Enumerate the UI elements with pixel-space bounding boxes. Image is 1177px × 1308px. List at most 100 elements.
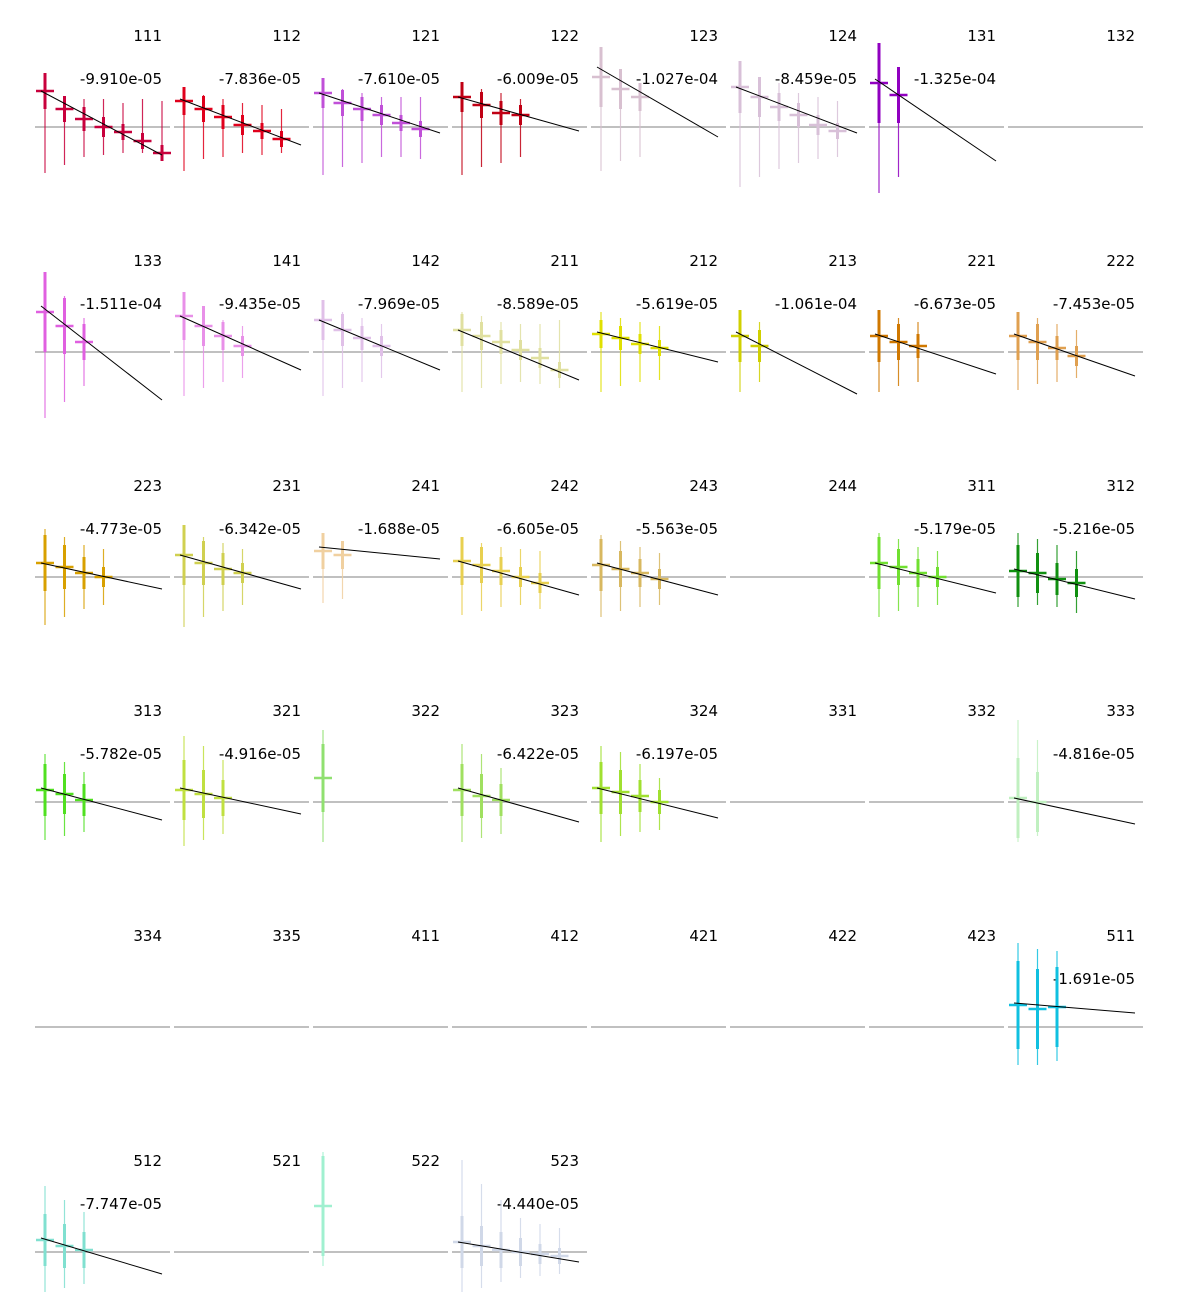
panel-label: 122 bbox=[550, 27, 579, 45]
panel-label: 335 bbox=[272, 927, 301, 945]
panel-112: 112 -7.836e-05 bbox=[174, 27, 309, 171]
slope-label: -4.816e-05 bbox=[1053, 745, 1135, 763]
panel-333: 333 -4.816e-05 bbox=[1008, 702, 1143, 842]
fit-line bbox=[596, 562, 719, 596]
fit-line bbox=[1013, 333, 1136, 377]
panel-222: 222 -7.453e-05 bbox=[1008, 252, 1143, 390]
panel-label: 512 bbox=[133, 1152, 162, 1170]
panel-312: 312 -5.216e-05 bbox=[1008, 477, 1143, 613]
fit-line bbox=[457, 329, 580, 381]
fit-line bbox=[40, 305, 163, 401]
fit-line bbox=[40, 562, 163, 590]
slope-label: -4.773e-05 bbox=[80, 520, 162, 538]
panel-321: 321 -4.916e-05 bbox=[174, 702, 309, 846]
panel-522: 522 bbox=[313, 1152, 448, 1266]
fit-line bbox=[179, 315, 302, 371]
panel-label: 423 bbox=[967, 927, 996, 945]
panel-313: 313 -5.782e-05 bbox=[35, 702, 170, 840]
panel-121: 121 -7.610e-05 bbox=[313, 27, 448, 175]
panel-512: 512 -7.747e-05 bbox=[35, 1152, 170, 1292]
fit-line bbox=[40, 90, 163, 156]
panel-212: 212 -5.619e-05 bbox=[591, 252, 726, 392]
slope-label: -5.216e-05 bbox=[1053, 520, 1135, 538]
panel-label: 422 bbox=[828, 927, 857, 945]
slope-label: -6.422e-05 bbox=[497, 745, 579, 763]
fit-line bbox=[318, 92, 441, 134]
fit-line bbox=[40, 1237, 163, 1275]
panel-label: 411 bbox=[411, 927, 440, 945]
panel-311: 311 -5.179e-05 bbox=[869, 477, 1004, 617]
panel-label: 111 bbox=[133, 27, 162, 45]
panel-label: 523 bbox=[550, 1152, 579, 1170]
panel-label: 521 bbox=[272, 1152, 301, 1170]
panel-label: 132 bbox=[1106, 27, 1135, 45]
fit-line bbox=[596, 66, 719, 138]
panel-label: 412 bbox=[550, 927, 579, 945]
panel-label: 312 bbox=[1106, 477, 1135, 495]
panel-label: 212 bbox=[689, 252, 718, 270]
fit-line bbox=[1013, 1002, 1136, 1014]
panel-511: 511 -1.691e-05 bbox=[1008, 927, 1143, 1065]
fit-line bbox=[1013, 568, 1136, 600]
slope-label: -4.440e-05 bbox=[497, 1195, 579, 1213]
panel-label: 124 bbox=[828, 27, 857, 45]
panel-label: 244 bbox=[828, 477, 857, 495]
slope-label: -4.916e-05 bbox=[219, 745, 301, 763]
panel-331: 331 bbox=[730, 702, 865, 803]
fit-line bbox=[874, 333, 997, 375]
slope-label: -9.910e-05 bbox=[80, 70, 162, 88]
panel-label: 222 bbox=[1106, 252, 1135, 270]
panel-141: 141 -9.435e-05 bbox=[174, 252, 309, 396]
panel-335: 335 bbox=[174, 927, 309, 1028]
slope-label: -9.435e-05 bbox=[219, 295, 301, 313]
panel-322: 322 bbox=[313, 702, 448, 842]
fit-line bbox=[318, 546, 441, 560]
panel-423: 423 bbox=[869, 927, 1004, 1028]
slope-label: -5.563e-05 bbox=[636, 520, 718, 538]
panel-label: 213 bbox=[828, 252, 857, 270]
panel-label: 324 bbox=[689, 702, 718, 720]
panel-label: 332 bbox=[967, 702, 996, 720]
panel-323: 323 -6.422e-05 bbox=[452, 702, 587, 842]
slope-label: -7.610e-05 bbox=[358, 70, 440, 88]
panel-111: 111 -9.910e-05 bbox=[35, 27, 171, 173]
slope-label: -6.673e-05 bbox=[914, 295, 996, 313]
panel-label: 421 bbox=[689, 927, 718, 945]
slope-label: -1.061e-04 bbox=[775, 295, 857, 313]
slope-label: -7.836e-05 bbox=[219, 70, 301, 88]
panel-label: 142 bbox=[411, 252, 440, 270]
panel-412: 412 bbox=[452, 927, 587, 1028]
panel-521: 521 bbox=[174, 1152, 309, 1253]
panel-label: 241 bbox=[411, 477, 440, 495]
panel-label: 211 bbox=[550, 252, 579, 270]
fit-line bbox=[735, 86, 858, 134]
panel-122: 122 -6.009e-05 bbox=[452, 27, 587, 175]
fit-line bbox=[40, 787, 163, 821]
fit-line bbox=[318, 319, 441, 371]
slope-label: -1.027e-04 bbox=[636, 70, 718, 88]
fit-line bbox=[596, 787, 719, 819]
panel-133: 133 -1.511e-04 bbox=[35, 252, 170, 418]
fit-line bbox=[179, 98, 302, 146]
panel-label: 243 bbox=[689, 477, 718, 495]
panel-523: 523 -4.440e-05 bbox=[452, 1152, 587, 1292]
panel-332: 332 bbox=[869, 702, 1004, 803]
panel-221: 221 -6.673e-05 bbox=[869, 252, 1004, 392]
panel-label: 511 bbox=[1106, 927, 1135, 945]
slope-label: -6.605e-05 bbox=[497, 520, 579, 538]
panel-211: 211 -8.589e-05 bbox=[452, 252, 587, 392]
slope-label: -7.453e-05 bbox=[1053, 295, 1135, 313]
fit-line bbox=[457, 96, 580, 132]
fit-line bbox=[457, 1241, 580, 1263]
panel-label: 242 bbox=[550, 477, 579, 495]
panel-132: 132 bbox=[1008, 27, 1143, 128]
panel-label: 221 bbox=[967, 252, 996, 270]
panel-label: 133 bbox=[133, 252, 162, 270]
panel-242: 242 -6.605e-05 bbox=[452, 477, 587, 615]
panel-124: 124 -8.459e-05 bbox=[730, 27, 865, 187]
slope-label: -1.325e-04 bbox=[914, 70, 996, 88]
panel-213: 213 -1.061e-04 bbox=[730, 252, 865, 395]
panel-label: 331 bbox=[828, 702, 857, 720]
panel-123: 123 -1.027e-04 bbox=[591, 27, 726, 171]
